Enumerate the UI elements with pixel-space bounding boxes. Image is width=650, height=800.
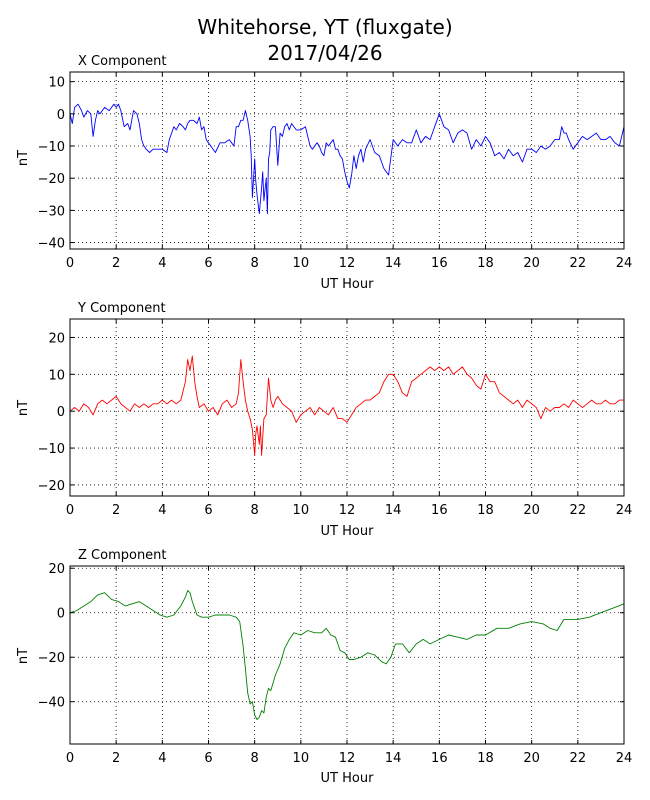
z-component-x-tick-label: 12 <box>339 751 356 766</box>
z-component-ylabel: nT <box>16 648 31 664</box>
z-component-x-tick-label: 0 <box>66 751 74 766</box>
z-component-series-line <box>69 590 625 720</box>
x-component-y-tick-label: −20 <box>38 172 65 187</box>
z-component-x-tick-label: 20 <box>523 751 540 766</box>
z-component-y-tick-label: −20 <box>38 651 65 666</box>
z-component-title: Z Component <box>78 548 167 563</box>
x-component-xlabel: UT Hour <box>321 277 375 292</box>
y-component-x-tick-label: 2 <box>112 503 120 518</box>
y-component-y-tick-label: −10 <box>38 442 65 457</box>
y-component-y-tick-label: 0 <box>57 405 65 420</box>
z-component-x-tick-label: 2 <box>112 751 120 766</box>
x-component-series-line <box>69 103 625 215</box>
y-component-x-tick-label: 16 <box>431 503 448 518</box>
x-component-x-tick-label: 6 <box>204 256 212 271</box>
x-component-x-tick-label: 4 <box>158 256 166 271</box>
y-component-ylabel: nT <box>16 400 31 416</box>
x-component-y-tick-label: −10 <box>38 140 65 155</box>
x-component-y-tick-label: 10 <box>48 76 65 91</box>
y-component-x-tick-label: 8 <box>251 503 259 518</box>
x-component-x-tick-label: 16 <box>431 256 448 271</box>
y-component-x-tick-label: 12 <box>339 503 356 518</box>
x-component-x-tick-label: 10 <box>293 256 310 271</box>
z-component-x-tick-label: 14 <box>385 751 402 766</box>
z-component-x-tick-label: 16 <box>431 751 448 766</box>
x-component-x-tick-label: 18 <box>477 256 494 271</box>
x-component-y-tick-label: −30 <box>38 204 65 219</box>
z-component-x-tick-label: 10 <box>293 751 310 766</box>
x-component-x-tick-label: 8 <box>251 256 259 271</box>
y-component-x-tick-label: 20 <box>523 503 540 518</box>
z-component-xlabel: UT Hour <box>321 771 375 786</box>
z-component-x-tick-label: 6 <box>204 751 212 766</box>
y-component-x-tick-label: 0 <box>66 503 74 518</box>
y-component-x-tick-label: 14 <box>385 503 402 518</box>
x-component-title: X Component <box>78 54 167 69</box>
x-component-panel: X Component UT Hour nT 0 2 4 6 8 10 12 14 16 18 20… <box>16 54 632 292</box>
y-component-title: Y Component <box>77 301 166 316</box>
y-component-y-tick-label: 20 <box>48 331 65 346</box>
z-component-x-tick-label: 8 <box>251 751 259 766</box>
y-component-x-tick-label: 24 <box>616 503 633 518</box>
y-component-x-tick-label: 18 <box>477 503 494 518</box>
z-component-x-tick-label: 4 <box>158 751 166 766</box>
x-component-x-tick-label: 12 <box>339 256 356 271</box>
x-component-x-tick-label: 0 <box>66 256 74 271</box>
z-component-panel: Z Component UT Hour nT 0 2 4 6 8 10 12 14 16 18 20… <box>16 548 632 786</box>
y-component-y-tick-label: −20 <box>38 479 65 494</box>
y-component-x-tick-label: 4 <box>158 503 166 518</box>
y-component-y-tick-label: 10 <box>48 368 65 383</box>
x-component-x-tick-label: 24 <box>616 256 633 271</box>
z-component-x-tick-label: 22 <box>570 751 587 766</box>
y-component-panel: Y Component UT Hour nT 0 2 4 6 8 10 12 14 16 18 20… <box>16 301 632 539</box>
y-component-xlabel: UT Hour <box>321 524 375 539</box>
y-component-series-line <box>69 355 624 456</box>
x-component-ylabel: nT <box>16 150 31 166</box>
x-component-x-tick-label: 2 <box>112 256 120 271</box>
x-component-x-tick-label: 14 <box>385 256 402 271</box>
figure-title: Whitehorse, YT (fluxgate) <box>197 15 452 39</box>
figure-date: 2017/04/26 <box>267 41 382 65</box>
x-component-x-tick-label: 20 <box>523 256 540 271</box>
x-component-y-tick-label: 0 <box>57 108 65 123</box>
x-component-x-tick-label: 22 <box>570 256 587 271</box>
y-component-x-tick-label: 6 <box>204 503 212 518</box>
z-component-x-tick-label: 24 <box>616 751 633 766</box>
y-component-x-tick-label: 22 <box>570 503 587 518</box>
y-component-x-tick-label: 10 <box>293 503 310 518</box>
x-component-y-tick-label: −40 <box>38 237 65 252</box>
z-component-y-tick-label: −40 <box>38 696 65 711</box>
z-component-y-tick-label: 20 <box>48 562 65 577</box>
z-component-y-tick-label: 0 <box>57 607 65 622</box>
z-component-x-tick-label: 18 <box>477 751 494 766</box>
